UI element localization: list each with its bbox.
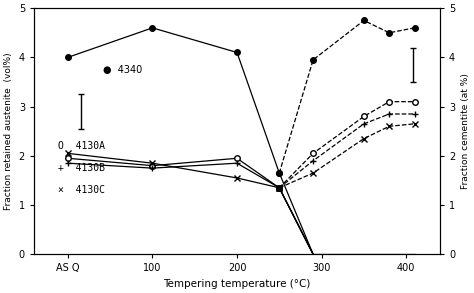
Text: O  4130A: O 4130A <box>58 141 105 151</box>
Text: ●  4340: ● 4340 <box>103 65 142 75</box>
X-axis label: Tempering temperature (°C): Tempering temperature (°C) <box>164 279 310 289</box>
Text: +  4130B: + 4130B <box>58 163 105 173</box>
Y-axis label: Fraction retained austenite  (vol%): Fraction retained austenite (vol%) <box>4 52 13 210</box>
Text: ×  4130C: × 4130C <box>58 185 105 195</box>
Y-axis label: Fraction cementite (at %): Fraction cementite (at %) <box>461 73 470 189</box>
